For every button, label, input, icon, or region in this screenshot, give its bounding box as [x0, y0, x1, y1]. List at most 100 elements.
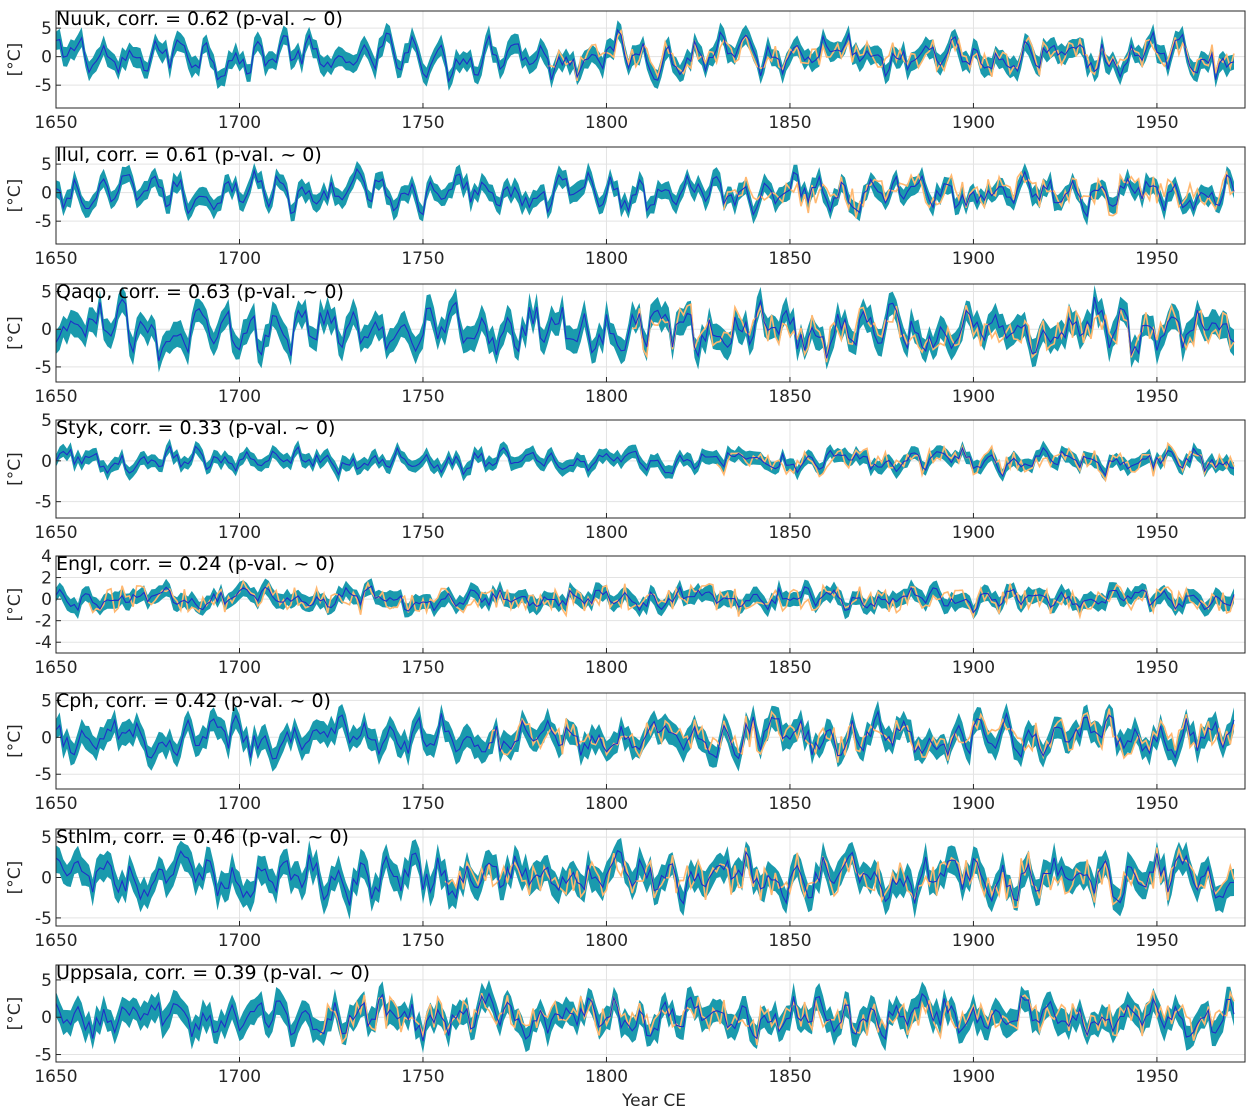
axis-frame — [55, 146, 1246, 245]
y-tick-label: 0 — [41, 1008, 52, 1028]
panel-title: Uppsala, corr. = 0.39 (p-val. ~ 0) — [56, 962, 370, 984]
y-tick-label: -4 — [35, 633, 52, 653]
x-tick-label: 1950 — [1135, 931, 1178, 951]
reconstruction-series-line — [55, 709, 1235, 760]
observed-series-line — [88, 579, 1235, 620]
panel-title: Engl, corr. = 0.24 (p-val. ~ 0) — [56, 553, 335, 575]
x-tick-label: 1750 — [401, 794, 444, 814]
y-tick-label: 0 — [41, 320, 52, 340]
x-tick-label: 1650 — [34, 249, 77, 269]
reconstruction-series-line — [55, 444, 1235, 478]
x-tick-label: 1800 — [585, 1067, 628, 1087]
y-axis-label: [°C] — [5, 724, 25, 758]
x-tick-label: 1750 — [401, 249, 444, 269]
x-tick-label: 1900 — [952, 113, 995, 133]
y-tick-label: -5 — [35, 358, 52, 378]
uncertainty-band — [56, 161, 1234, 226]
y-axis-label: [°C] — [5, 316, 25, 350]
panel-7: 1650 1700 1750 1800 1850 1900 1950 -5 0 5 [°C] Sthl… — [5, 826, 1246, 951]
x-tick-label: 1750 — [401, 658, 444, 678]
x-tick-label: 1850 — [768, 658, 811, 678]
y-tick-label: -5 — [35, 76, 52, 96]
y-tick-label: -5 — [35, 909, 52, 929]
panel-title: Nuuk, corr. = 0.62 (p-val. ~ 0) — [56, 8, 343, 30]
x-tick-label: 1900 — [952, 794, 995, 814]
x-tick-label: 1900 — [952, 387, 995, 407]
x-tick-label: 1850 — [768, 387, 811, 407]
axis-frame — [55, 964, 1246, 1063]
y-tick-label: -5 — [35, 493, 52, 513]
x-tick-label: 1700 — [218, 794, 261, 814]
x-tick-label: 1800 — [585, 523, 628, 543]
y-tick-label: 0 — [41, 869, 52, 889]
y-tick-label: 0 — [41, 184, 52, 204]
y-axis-label: [°C] — [5, 43, 25, 77]
observed-series-line — [723, 169, 1235, 219]
panel-2: 1650 1700 1750 1800 1850 1900 1950 -5 0 5 [°C] Ilul… — [5, 144, 1246, 269]
x-tick-label: 1700 — [218, 658, 261, 678]
y-tick-label: -5 — [35, 212, 52, 232]
y-tick-label: 0 — [41, 452, 52, 472]
x-tick-label: 1750 — [401, 113, 444, 133]
panel-title: Ilul, corr. = 0.61 (p-val. ~ 0) — [56, 144, 322, 166]
x-tick-label: 1850 — [768, 1067, 811, 1087]
observed-series-line — [632, 303, 1235, 363]
x-tick-label: 1650 — [34, 113, 77, 133]
x-tick-label: 1700 — [218, 523, 261, 543]
x-tick-label: 1800 — [585, 658, 628, 678]
panel-3: 1650 1700 1750 1800 1850 1900 1950 -5 0 5 [°C] Qaqo… — [5, 281, 1246, 407]
x-tick-label: 1750 — [401, 931, 444, 951]
x-tick-label: 1900 — [952, 249, 995, 269]
x-tick-label: 1950 — [1135, 658, 1178, 678]
panels-group: 1650 1700 1750 1800 1850 1900 1950 -5 0 5 [°C] Nuuk… — [5, 8, 1246, 1087]
x-tick-label: 1800 — [585, 113, 628, 133]
y-tick-label: 5 — [41, 828, 52, 848]
x-tick-label: 1650 — [34, 1067, 77, 1087]
y-axis-label: [°C] — [5, 588, 25, 622]
y-axis-label: [°C] — [5, 179, 25, 213]
y-tick-label: 5 — [41, 691, 52, 711]
y-tick-label: -2 — [35, 612, 52, 632]
y-tick-label: 5 — [41, 155, 52, 175]
panel-6: 1650 1700 1750 1800 1850 1900 1950 -5 0 5 [°C] Cph,… — [5, 690, 1246, 814]
y-tick-label: 5 — [41, 283, 52, 303]
reconstruction-series-line — [55, 992, 1235, 1042]
panel-title: Styk, corr. = 0.33 (p-val. ~ 0) — [56, 417, 335, 439]
axis-frame — [55, 555, 1246, 654]
x-tick-label: 1650 — [34, 794, 77, 814]
observed-series-line — [547, 28, 1235, 82]
x-tick-label: 1900 — [952, 658, 995, 678]
x-tick-label: 1700 — [218, 931, 261, 951]
uncertainty-band — [56, 979, 1234, 1054]
reconstruction-series-line — [55, 28, 1235, 83]
x-tick-label: 1950 — [1135, 387, 1178, 407]
x-tick-label: 1850 — [768, 113, 811, 133]
observed-series-line — [444, 846, 1235, 909]
reconstruction-series-line — [55, 585, 1235, 614]
x-tick-label: 1650 — [34, 523, 77, 543]
uncertainty-band — [56, 285, 1234, 373]
uncertainty-band — [56, 438, 1234, 483]
panel-title: Sthlm, corr. = 0.46 (p-val. ~ 0) — [56, 826, 349, 848]
x-axis-label: Year CE — [621, 1091, 686, 1111]
x-tick-label: 1650 — [34, 931, 77, 951]
x-tick-label: 1800 — [585, 931, 628, 951]
y-tick-label: 2 — [41, 569, 52, 589]
uncertainty-band — [56, 20, 1234, 91]
x-tick-label: 1950 — [1135, 523, 1178, 543]
axis-frame — [55, 692, 1246, 790]
x-tick-label: 1700 — [218, 113, 261, 133]
axis-frame — [55, 10, 1246, 109]
y-tick-label: 0 — [41, 590, 52, 610]
y-axis-label: [°C] — [5, 452, 25, 486]
panel-1: 1650 1700 1750 1800 1850 1900 1950 -5 0 5 [°C] Nuuk… — [5, 8, 1246, 133]
x-tick-label: 1800 — [585, 794, 628, 814]
x-tick-label: 1800 — [585, 387, 628, 407]
x-tick-label: 1950 — [1135, 794, 1178, 814]
x-tick-label: 1700 — [218, 1067, 261, 1087]
x-tick-label: 1750 — [401, 387, 444, 407]
y-tick-label: 5 — [41, 971, 52, 991]
y-axis-label: [°C] — [5, 997, 25, 1031]
y-tick-label: -5 — [35, 765, 52, 785]
